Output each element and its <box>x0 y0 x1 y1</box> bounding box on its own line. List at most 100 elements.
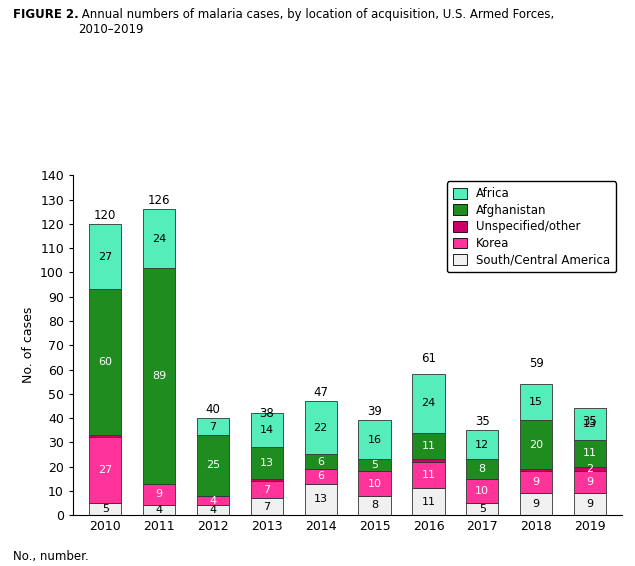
Text: 35: 35 <box>475 415 490 428</box>
Bar <box>305 483 337 515</box>
Bar <box>520 421 552 469</box>
Text: 9: 9 <box>587 477 594 487</box>
Text: 38: 38 <box>260 408 274 421</box>
Bar <box>358 496 391 515</box>
Bar <box>251 413 283 447</box>
Text: 13: 13 <box>583 419 597 429</box>
Text: 7: 7 <box>264 484 271 495</box>
Bar <box>466 430 498 459</box>
Bar <box>197 435 229 496</box>
Bar <box>466 479 498 503</box>
Bar <box>358 459 391 471</box>
Bar <box>358 421 391 459</box>
Text: 11: 11 <box>583 448 597 458</box>
Text: 16: 16 <box>368 435 382 445</box>
Text: 6: 6 <box>318 471 324 481</box>
Bar <box>143 483 175 505</box>
Text: 5: 5 <box>479 504 486 514</box>
Bar <box>251 479 283 481</box>
Text: 59: 59 <box>529 357 544 370</box>
Bar <box>89 435 121 438</box>
Text: 11: 11 <box>422 470 436 480</box>
Bar <box>358 471 391 496</box>
Bar <box>466 503 498 515</box>
Bar <box>412 432 444 459</box>
Bar <box>520 384 552 421</box>
Bar <box>89 289 121 435</box>
Text: 9: 9 <box>533 477 540 487</box>
Bar <box>197 505 229 515</box>
Text: 11: 11 <box>422 497 436 507</box>
Text: 6: 6 <box>318 457 324 467</box>
Bar <box>143 209 175 268</box>
Bar <box>520 493 552 515</box>
Text: 39: 39 <box>367 405 382 418</box>
Text: 47: 47 <box>313 385 328 398</box>
Text: 5: 5 <box>371 460 378 470</box>
Bar <box>197 496 229 505</box>
Bar <box>305 454 337 469</box>
Text: 13: 13 <box>260 458 274 468</box>
Legend: Africa, Afghanistan, Unspecified/other, Korea, South/Central America: Africa, Afghanistan, Unspecified/other, … <box>447 181 617 272</box>
Text: 60: 60 <box>98 357 112 367</box>
Text: 15: 15 <box>529 397 543 408</box>
Bar <box>89 224 121 289</box>
Text: 13: 13 <box>314 494 328 504</box>
Bar <box>412 462 444 488</box>
Bar <box>574 408 606 440</box>
Bar <box>574 493 606 515</box>
Text: 4: 4 <box>156 505 163 515</box>
Text: 61: 61 <box>421 351 436 365</box>
Bar <box>251 481 283 498</box>
Bar <box>520 469 552 471</box>
Bar <box>574 471 606 493</box>
Text: 10: 10 <box>475 486 490 496</box>
Text: 9: 9 <box>533 499 540 509</box>
Text: 12: 12 <box>475 440 490 450</box>
Text: 22: 22 <box>314 423 328 433</box>
Bar <box>143 505 175 515</box>
Text: 8: 8 <box>479 464 486 474</box>
Bar <box>89 438 121 503</box>
Text: 89: 89 <box>152 371 166 380</box>
Text: 2: 2 <box>587 464 594 474</box>
Y-axis label: No. of cases: No. of cases <box>22 307 34 383</box>
Text: 27: 27 <box>98 252 112 261</box>
Bar <box>89 503 121 515</box>
Text: 40: 40 <box>206 402 220 415</box>
Text: 7: 7 <box>264 501 271 512</box>
Text: 35: 35 <box>583 415 598 428</box>
Text: 25: 25 <box>206 460 220 470</box>
Text: 5: 5 <box>102 504 109 514</box>
Text: 11: 11 <box>422 441 436 451</box>
Bar <box>574 440 606 466</box>
Text: 4: 4 <box>210 495 217 505</box>
Text: 24: 24 <box>421 398 436 409</box>
Bar <box>574 466 606 471</box>
Text: 14: 14 <box>260 425 274 435</box>
Text: 10: 10 <box>368 478 382 488</box>
Bar <box>466 459 498 479</box>
Text: 20: 20 <box>529 440 543 450</box>
Bar <box>412 459 444 462</box>
Bar <box>412 488 444 515</box>
Text: 9: 9 <box>156 490 163 499</box>
Text: 9: 9 <box>587 499 594 509</box>
Bar <box>143 268 175 483</box>
Bar <box>197 418 229 435</box>
Text: 126: 126 <box>148 194 170 207</box>
Bar <box>305 401 337 454</box>
Text: FIGURE 2.: FIGURE 2. <box>13 8 79 22</box>
Text: No., number.: No., number. <box>13 550 88 563</box>
Bar <box>251 447 283 479</box>
Text: 4: 4 <box>210 505 217 515</box>
Bar <box>520 471 552 493</box>
Bar <box>412 374 444 432</box>
Text: 120: 120 <box>94 208 117 221</box>
Bar <box>251 498 283 515</box>
Text: 7: 7 <box>210 422 217 431</box>
Text: 27: 27 <box>98 465 112 475</box>
Text: 8: 8 <box>371 500 378 511</box>
Text: 24: 24 <box>152 234 166 243</box>
Bar <box>305 469 337 483</box>
